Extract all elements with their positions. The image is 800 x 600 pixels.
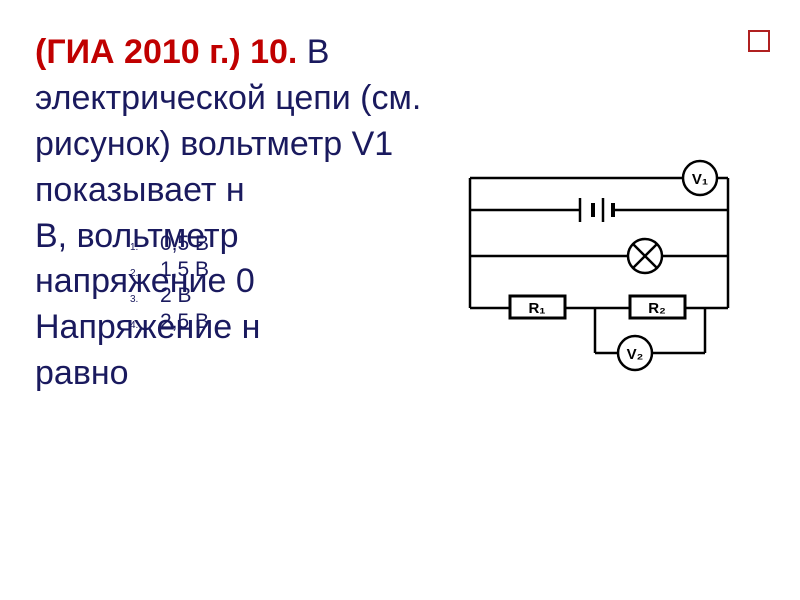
option-text: 2,5 В: [160, 310, 209, 334]
circuit-svg: V₁ R₁ R₂ V₂: [445, 148, 750, 393]
question-text-l4: показывает н: [35, 171, 245, 209]
question-text-l8: равно: [35, 354, 129, 392]
list-item: 4. 2,5 В: [130, 310, 209, 334]
resistor-r2-label: R₂: [648, 300, 666, 317]
list-item: 2. 1,5 В: [130, 258, 209, 282]
option-number: 3.: [130, 294, 160, 305]
resistor-r1-label: R₁: [528, 300, 545, 317]
question-prefix: (ГИА 2010 г.) 10.: [35, 33, 297, 71]
slide-marker-icon: [748, 30, 770, 52]
question-text-l3: рисунок) вольтметр V1: [35, 125, 393, 163]
option-number: 4.: [130, 320, 160, 331]
voltmeter-v2-label: V₂: [627, 346, 644, 363]
question-text-l2: электрической цепи (см.: [35, 79, 421, 117]
circuit-diagram: V₁ R₁ R₂ V₂: [445, 148, 750, 393]
options-list: 1. 0,5 В 2. 1,5 В 3. 2 В 4. 2,5 В: [130, 232, 209, 336]
question-text-l1: В: [297, 33, 329, 71]
list-item: 1. 0,5 В: [130, 232, 209, 256]
option-number: 2.: [130, 268, 160, 279]
voltmeter-v1-label: V₁: [692, 171, 708, 188]
option-text: 0,5 В: [160, 232, 209, 256]
option-number: 1.: [130, 242, 160, 253]
list-item: 3. 2 В: [130, 284, 209, 308]
option-text: 2 В: [160, 284, 192, 308]
slide-container: (ГИА 2010 г.) 10. В электрической цепи (…: [0, 0, 800, 600]
option-text: 1,5 В: [160, 258, 209, 282]
